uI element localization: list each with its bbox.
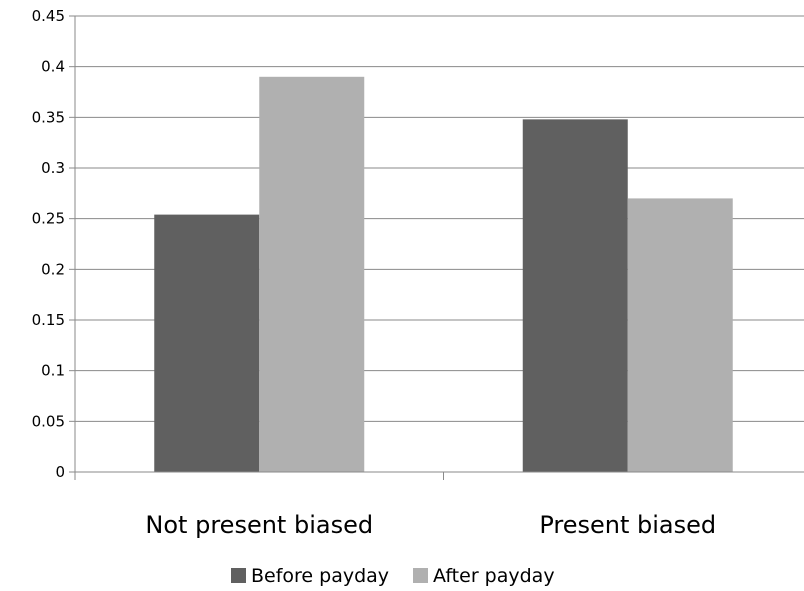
bar-after-payday bbox=[627, 198, 733, 472]
x-category-labels: Not present biased Present biased bbox=[145, 511, 716, 539]
y-tick-label: 0.2 bbox=[41, 260, 65, 278]
legend-label: Before payday bbox=[251, 565, 389, 587]
legend: Before payday After payday bbox=[231, 565, 555, 587]
bar-before-payday bbox=[522, 119, 628, 473]
axes bbox=[74, 16, 804, 480]
bar-after-payday bbox=[259, 76, 365, 473]
y-tick-label: 0.25 bbox=[32, 210, 65, 228]
bar-before-payday bbox=[154, 214, 260, 472]
legend-swatch bbox=[413, 568, 428, 583]
bars bbox=[154, 76, 733, 473]
x-category-label: Not present biased bbox=[145, 511, 373, 539]
y-tick-label: 0.05 bbox=[32, 412, 65, 430]
y-tick-labels: 0 0.05 0.1 0.15 0.2 0.25 0.3 0.35 0.4 0.45 bbox=[32, 7, 65, 481]
x-category-label: Present biased bbox=[539, 511, 716, 539]
y-tick-label: 0.1 bbox=[41, 362, 65, 380]
y-tick-label: 0.35 bbox=[32, 108, 65, 126]
y-tick-label: 0.4 bbox=[41, 58, 65, 76]
y-tick-label: 0.45 bbox=[32, 7, 65, 25]
legend-swatch bbox=[231, 568, 246, 583]
y-tick-label: 0.3 bbox=[41, 159, 65, 177]
legend-label: After payday bbox=[433, 565, 555, 587]
y-tick-label: 0 bbox=[55, 463, 65, 481]
y-tick-label: 0.15 bbox=[32, 311, 65, 329]
